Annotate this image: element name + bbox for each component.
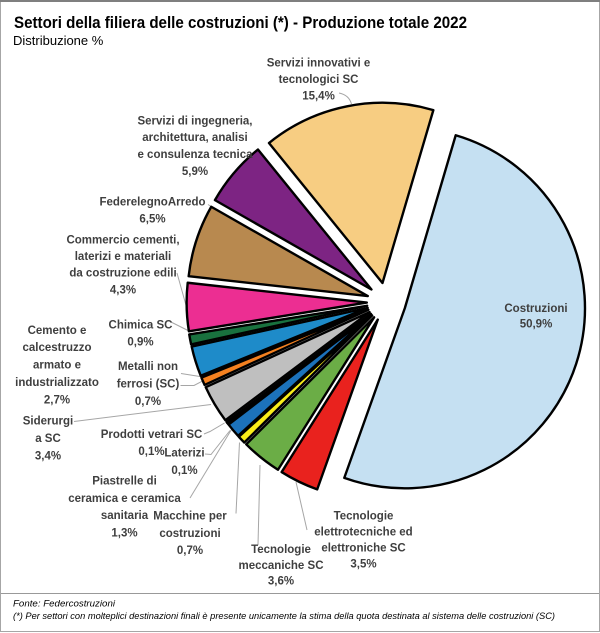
svg-text:architettura, analisi: architettura, analisi [142,132,247,144]
svg-text:1,3%: 1,3% [111,528,137,540]
svg-text:tecnologici SC: tecnologici SC [279,74,359,86]
svg-text:15,4%: 15,4% [302,90,335,102]
svg-text:Chimica SC: Chimica SC [109,320,173,332]
svg-text:Distribuzione %: Distribuzione % [13,33,104,48]
svg-text:laterizi e materiali: laterizi e materiali [75,251,172,263]
svg-text:Tecnologie: Tecnologie [251,544,311,556]
svg-text:3,6%: 3,6% [268,576,294,588]
svg-text:0,7%: 0,7% [177,545,203,557]
svg-text:Prodotti vetrari SC: Prodotti vetrari SC [101,429,203,441]
svg-text:Siderurgi: Siderurgi [23,416,73,428]
svg-text:3,4%: 3,4% [35,450,61,462]
svg-text:3,5%: 3,5% [350,559,376,571]
svg-text:calcestruzzo: calcestruzzo [22,342,91,354]
svg-text:6,5%: 6,5% [139,213,165,225]
svg-text:(*) Per settori con molteplici: (*) Per settori con molteplici destinazi… [13,611,555,622]
svg-text:sanitaria: sanitaria [101,510,149,522]
svg-text:Tecnologie: Tecnologie [334,511,394,523]
svg-text:ferrosi (SC): ferrosi (SC) [117,378,180,390]
svg-text:industrializzato: industrializzato [15,377,99,389]
svg-text:elettroniche SC: elettroniche SC [321,543,405,555]
svg-text:Macchine per: Macchine per [153,510,227,522]
svg-text:Servizi di ingegneria,: Servizi di ingegneria, [137,115,252,127]
svg-text:Fonte: Federcostruzioni: Fonte: Federcostruzioni [13,599,116,610]
svg-text:Metalli non: Metalli non [118,361,178,373]
svg-text:da costruzione edili: da costruzione edili [69,268,176,280]
svg-text:Settori della filiera delle co: Settori della filiera delle costruzioni … [14,13,467,32]
svg-text:4,3%: 4,3% [110,284,136,296]
svg-text:50,9%: 50,9% [520,318,553,330]
svg-text:FederelegnoArredo: FederelegnoArredo [99,197,205,209]
svg-text:costruzioni: costruzioni [159,528,220,540]
svg-text:Laterizi: Laterizi [164,448,204,460]
svg-text:0,1%: 0,1% [171,465,197,477]
svg-text:Commercio cementi,: Commercio cementi, [66,235,179,247]
svg-text:a SC: a SC [35,433,61,445]
svg-text:0,9%: 0,9% [127,336,153,348]
svg-text:0,1%: 0,1% [138,446,164,458]
svg-text:ceramica e ceramica: ceramica e ceramica [68,493,181,505]
svg-text:Cemento e: Cemento e [28,325,87,337]
svg-text:elettrotecniche ed: elettrotecniche ed [314,527,412,539]
svg-text:Piastrelle di: Piastrelle di [92,476,157,488]
svg-text:armato e: armato e [33,360,81,372]
svg-text:meccaniche SC: meccaniche SC [238,560,323,572]
svg-text:0,7%: 0,7% [135,396,161,408]
svg-text:Servizi innovativi e: Servizi innovativi e [267,57,371,69]
svg-text:5,9%: 5,9% [182,166,208,178]
svg-text:2,7%: 2,7% [44,394,70,406]
svg-text:e consulenza tecnica: e consulenza tecnica [137,149,253,161]
svg-text:Costruzioni: Costruzioni [504,303,567,315]
